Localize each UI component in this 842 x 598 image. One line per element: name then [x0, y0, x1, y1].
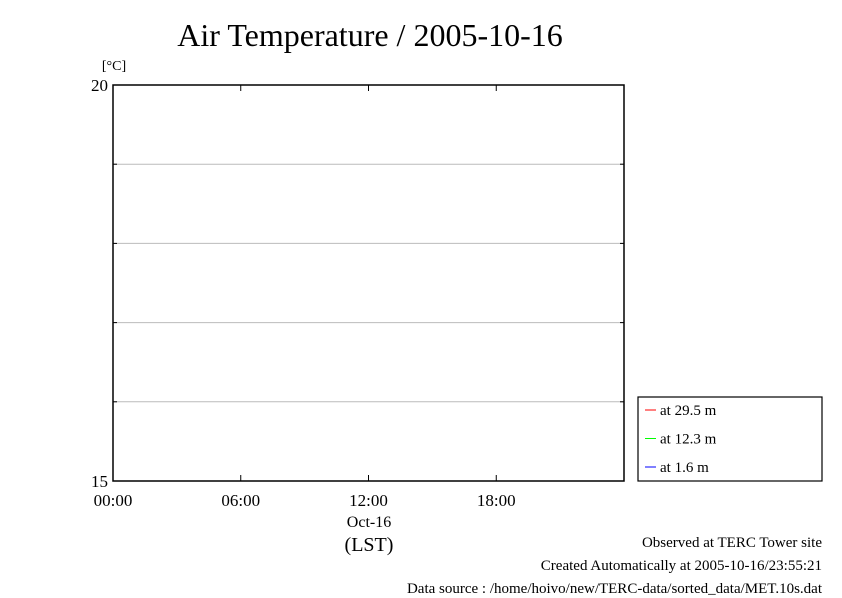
- x-tick-label: 12:00: [349, 491, 388, 510]
- y-axis-unit-label: [°C]: [102, 59, 126, 74]
- footer-data-source: Data source : /home/hoivo/new/TERC-data/…: [406, 581, 822, 597]
- footer-observed-site: Observed at TERC Tower site: [641, 535, 822, 551]
- footer-created-timestamp: Created Automatically at 2005-10-16/23:5…: [540, 558, 822, 574]
- x-tick-label: 00:00: [94, 491, 133, 510]
- y-tick-label: 20: [91, 76, 108, 95]
- x-axis-date-label: Oct-16: [347, 514, 391, 531]
- legend-label: at 1.6 m: [660, 460, 709, 476]
- x-axis-timezone-label: (LST): [345, 534, 394, 556]
- legend-box: [637, 396, 823, 482]
- chart-title: Air Temperature / 2005-10-16: [177, 17, 563, 53]
- legend-label: at 12.3 m: [660, 432, 717, 448]
- x-tick-label: 18:00: [477, 491, 516, 510]
- x-tick-label: 06:00: [221, 491, 260, 510]
- legend-label: at 29.5 m: [660, 403, 717, 419]
- legend: at 29.5 m at 12.3 m at 1.6 m: [637, 396, 823, 482]
- gridlines: [113, 163, 624, 403]
- y-tick-label: 15: [91, 472, 108, 491]
- plot-area: [112, 84, 625, 482]
